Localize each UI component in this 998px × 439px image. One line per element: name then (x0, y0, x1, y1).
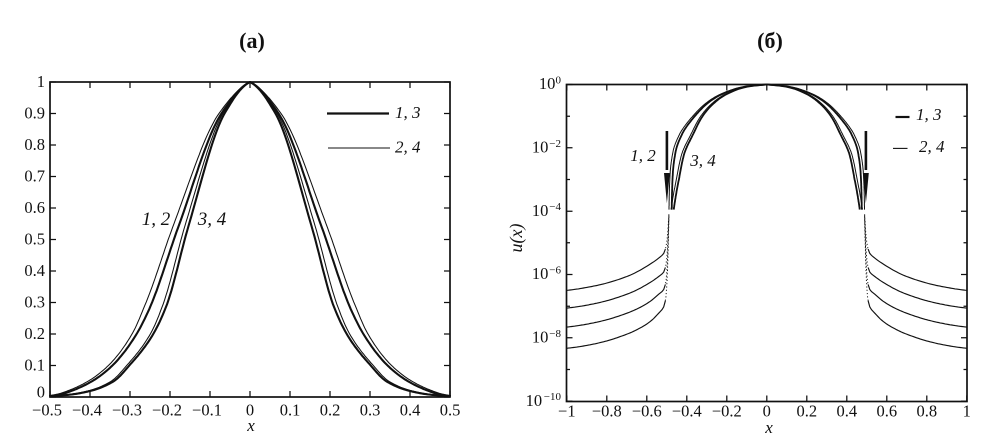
svg-text:−0.5: −0.5 (32, 401, 62, 420)
svg-text:10: 10 (532, 327, 549, 346)
svg-text:u(x): u(x) (506, 224, 527, 253)
svg-text:0.2: 0.2 (320, 401, 341, 420)
svg-text:x: x (764, 418, 773, 437)
svg-text:10: 10 (526, 391, 543, 410)
svg-text:0.2: 0.2 (24, 324, 45, 343)
svg-text:−0.3: −0.3 (112, 401, 142, 420)
svg-text:(б): (б) (757, 28, 783, 53)
svg-text:10: 10 (532, 264, 549, 283)
svg-text:0: 0 (556, 75, 562, 87)
svg-text:0.8: 0.8 (916, 402, 937, 421)
svg-text:2, 4: 2, 4 (395, 138, 421, 157)
svg-text:1, 2: 1, 2 (142, 209, 171, 230)
svg-text:0.5: 0.5 (440, 401, 461, 420)
svg-text:0.1: 0.1 (280, 401, 301, 420)
svg-text:10: 10 (532, 201, 549, 220)
svg-text:0.7: 0.7 (24, 167, 45, 186)
svg-text:x: x (246, 416, 255, 435)
svg-text:2, 4: 2, 4 (919, 137, 945, 156)
svg-text:0.4: 0.4 (400, 401, 421, 420)
svg-text:−1: −1 (558, 402, 576, 421)
svg-text:1, 3: 1, 3 (395, 103, 421, 122)
svg-text:3, 4: 3, 4 (197, 209, 227, 230)
svg-text:1: 1 (37, 72, 45, 91)
svg-text:0.4: 0.4 (836, 402, 857, 421)
svg-text:(а): (а) (239, 28, 265, 53)
svg-text:0.1: 0.1 (24, 356, 45, 375)
svg-text:0: 0 (37, 383, 45, 402)
svg-text:−0.6: −0.6 (632, 402, 662, 421)
svg-text:0: 0 (246, 401, 254, 420)
svg-text:0.3: 0.3 (360, 401, 381, 420)
svg-text:1, 3: 1, 3 (916, 105, 942, 124)
svg-text:1: 1 (963, 402, 971, 421)
svg-text:10: 10 (539, 74, 556, 93)
svg-text:0.4: 0.4 (24, 261, 45, 280)
svg-text:0.6: 0.6 (24, 198, 45, 217)
svg-text:0.9: 0.9 (24, 104, 45, 123)
svg-text:0: 0 (763, 402, 771, 421)
svg-text:0.5: 0.5 (24, 230, 45, 249)
svg-text:0.2: 0.2 (796, 402, 817, 421)
svg-text:10: 10 (532, 137, 549, 156)
svg-text:−0.4: −0.4 (72, 401, 102, 420)
svg-text:−4: −4 (549, 201, 561, 213)
svg-text:−0.8: −0.8 (592, 402, 622, 421)
svg-text:0.8: 0.8 (24, 135, 45, 154)
svg-text:−10: −10 (544, 391, 562, 403)
svg-text:0.6: 0.6 (876, 402, 897, 421)
svg-text:0.3: 0.3 (24, 293, 45, 312)
svg-text:−6: −6 (549, 265, 561, 277)
svg-text:−2: −2 (549, 138, 561, 150)
svg-text:−0.2: −0.2 (712, 402, 742, 421)
svg-text:1, 2: 1, 2 (630, 146, 656, 165)
svg-text:−0.4: −0.4 (672, 402, 702, 421)
svg-text:3, 4: 3, 4 (689, 151, 716, 170)
svg-text:−8: −8 (549, 328, 561, 340)
svg-text:−0.2: −0.2 (152, 401, 182, 420)
svg-text:−0.1: −0.1 (192, 401, 222, 420)
